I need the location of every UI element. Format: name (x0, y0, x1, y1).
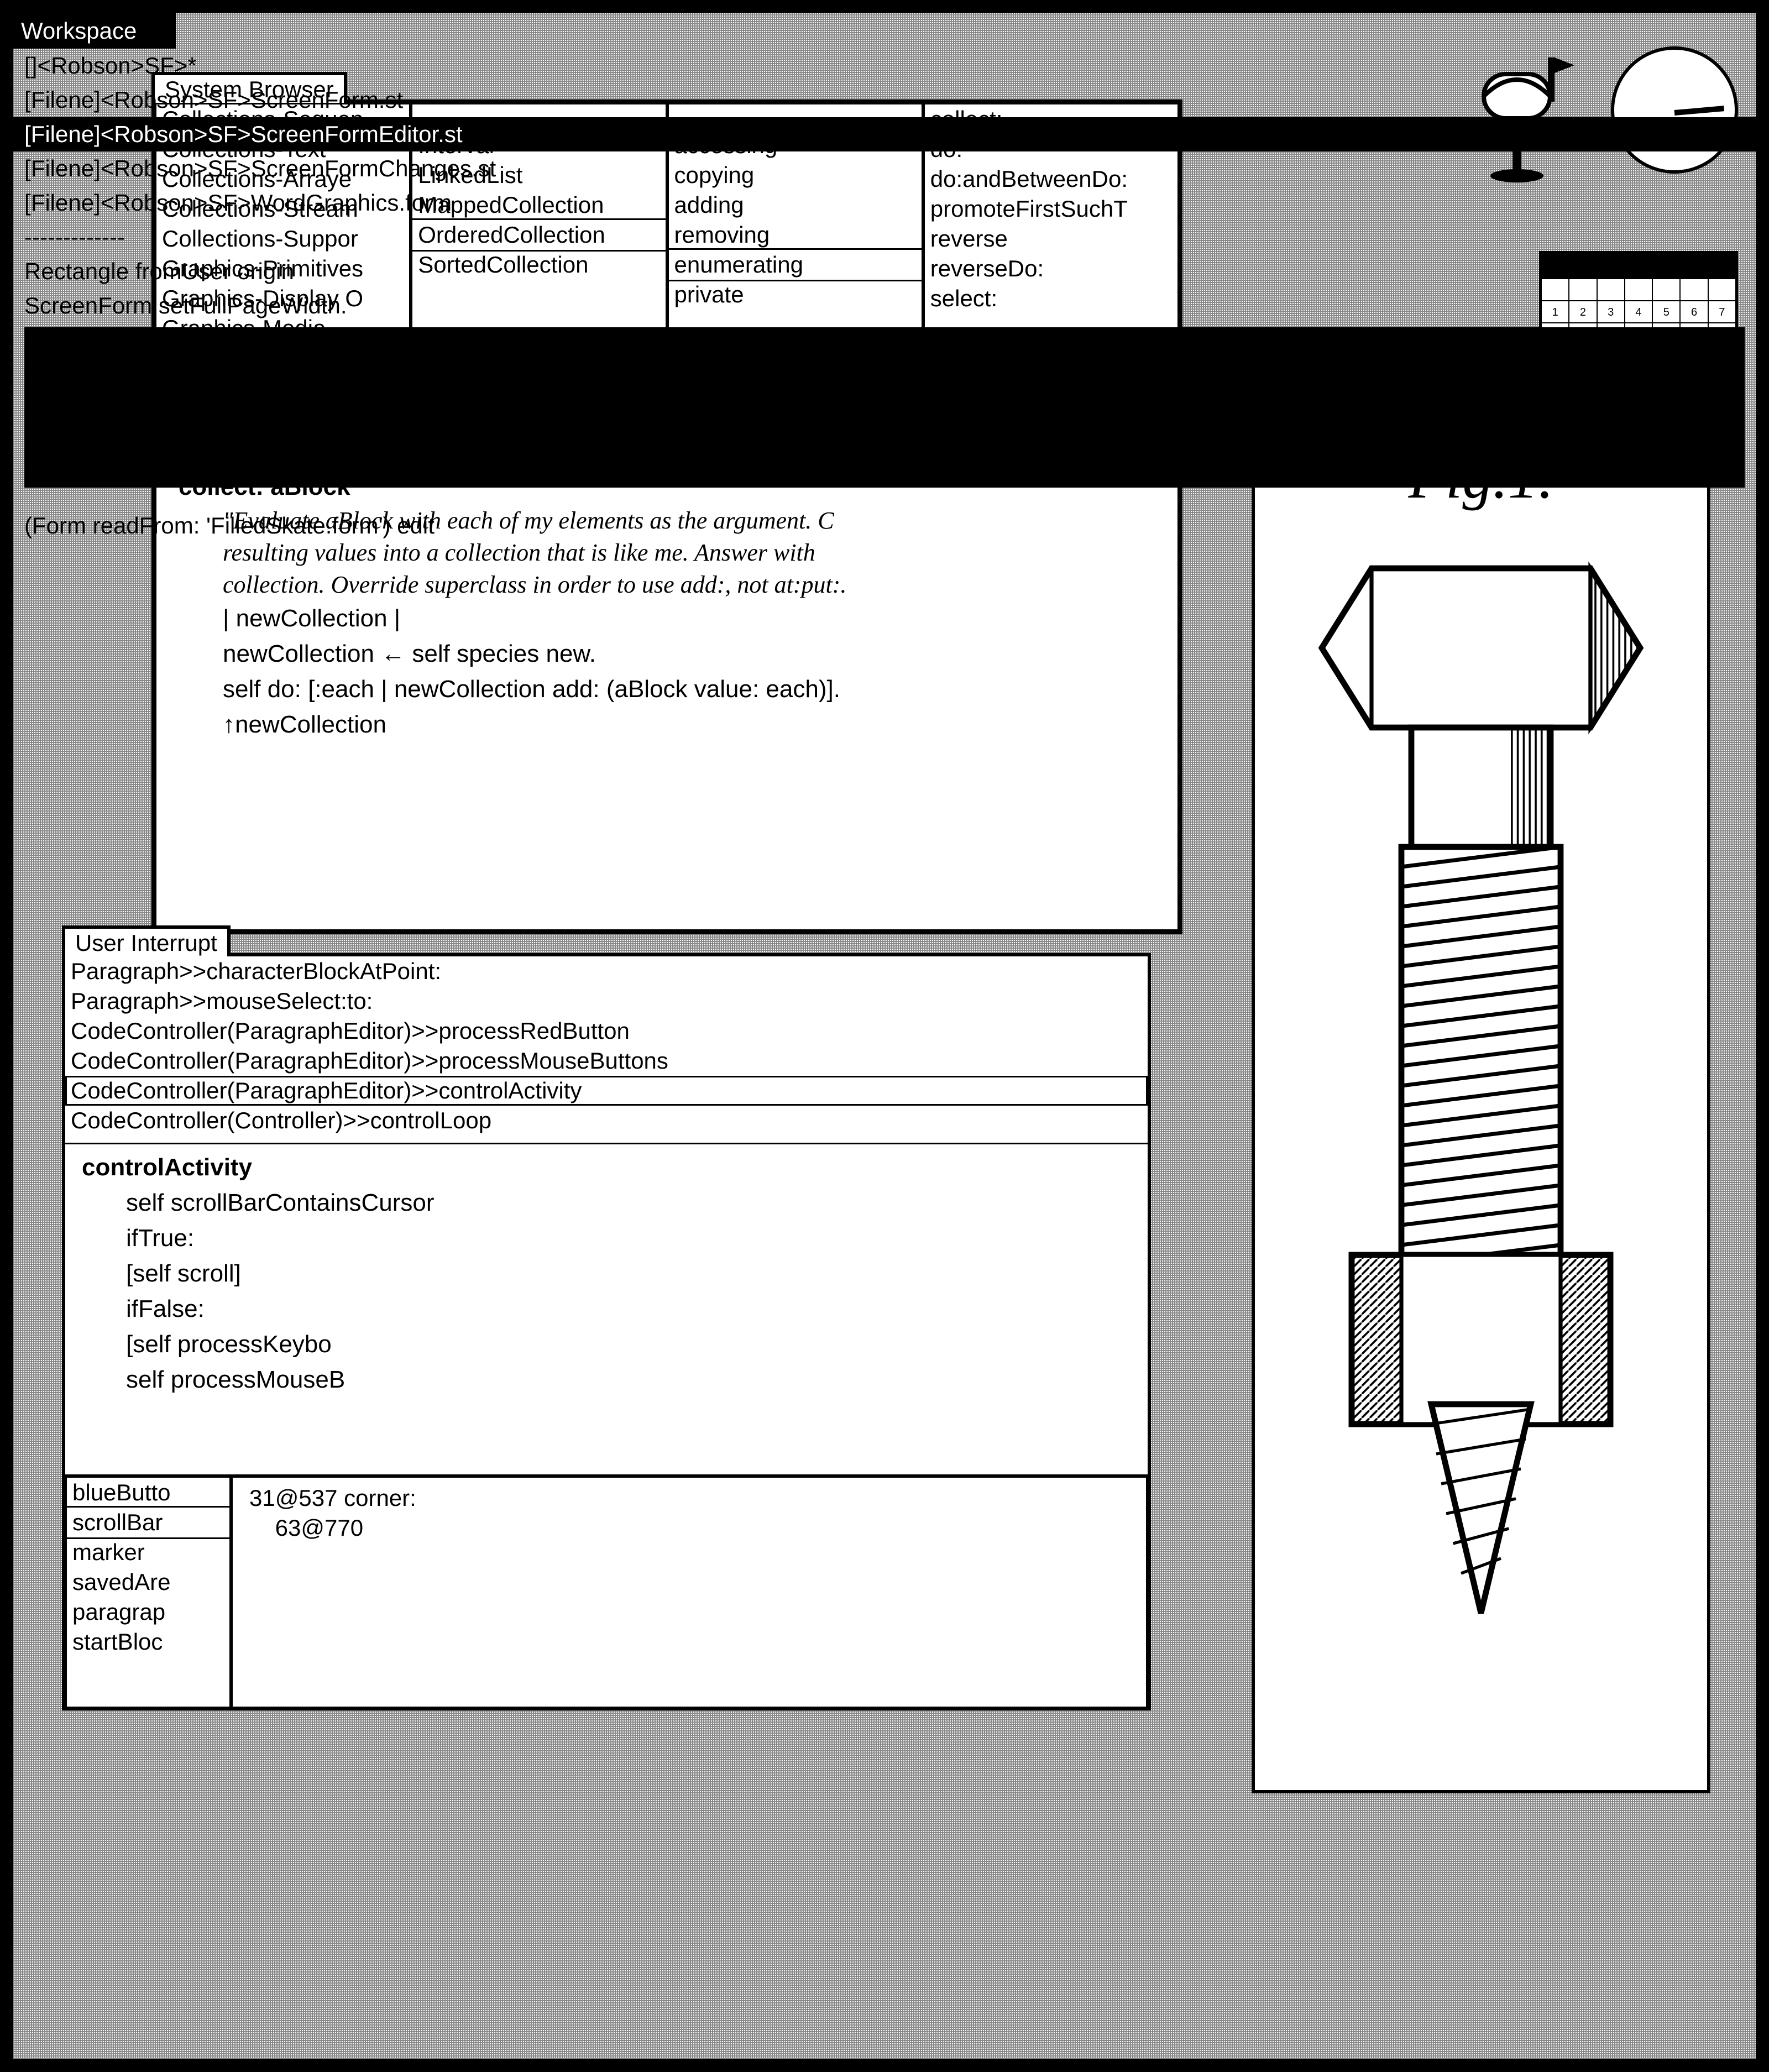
workspace-line[interactable]: [Filene]<Robson>SF>ScreenFormEditor.st (13, 117, 1756, 151)
workspace-line[interactable]: [Filene]<Robson>SF>ScreenFormChanges.st (13, 151, 1756, 186)
window-title: Workspace (10, 10, 176, 49)
workspace-window[interactable]: Workspace []<Robson>SF>*[Filene]<Robson>… (13, 13, 876, 594)
workspace-text[interactable]: []<Robson>SF>*[Filene]<Robson>SF>ScreenF… (13, 49, 1756, 2059)
selected-text-block[interactable] (24, 327, 1745, 488)
workspace-line[interactable]: ------------- (13, 220, 1756, 254)
workspace-line[interactable]: [Filene]<Robson>SF>WordGraphics.form (13, 186, 1756, 220)
workspace-line[interactable]: []<Robson>SF>* (13, 49, 1756, 83)
workspace-line[interactable]: [Filene]<Robson>SF>ScreenForm.st (13, 83, 1756, 117)
workspace-line[interactable]: (Form readFrom: 'FilledSkate.form') edit (13, 509, 1756, 543)
workspace-line[interactable]: ScreenForm setFullPageWidth. (13, 289, 1756, 323)
workspace-line[interactable]: Rectangle fromUser origin (13, 254, 1756, 289)
